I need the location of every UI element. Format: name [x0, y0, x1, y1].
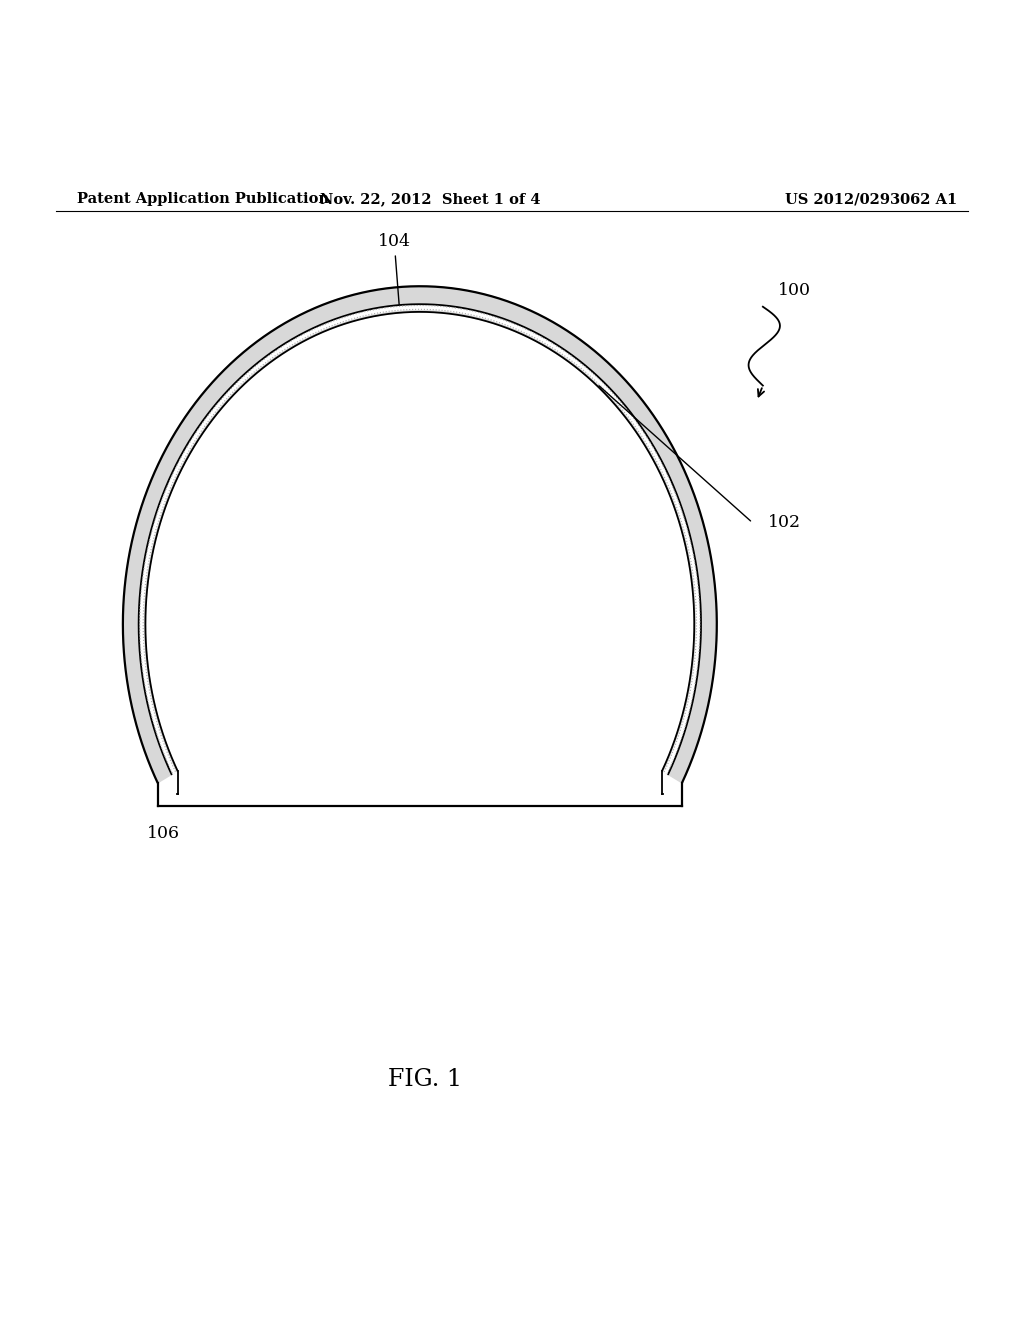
Text: 104: 104 — [378, 234, 411, 305]
Text: FIG. 1: FIG. 1 — [388, 1068, 462, 1092]
Text: Nov. 22, 2012  Sheet 1 of 4: Nov. 22, 2012 Sheet 1 of 4 — [319, 191, 541, 206]
Polygon shape — [123, 286, 717, 783]
Text: Patent Application Publication: Patent Application Publication — [77, 191, 329, 206]
Text: 100: 100 — [778, 281, 811, 298]
Text: US 2012/0293062 A1: US 2012/0293062 A1 — [785, 191, 957, 206]
Polygon shape — [140, 305, 699, 774]
Text: 102: 102 — [768, 515, 801, 531]
Text: 106: 106 — [147, 825, 180, 842]
